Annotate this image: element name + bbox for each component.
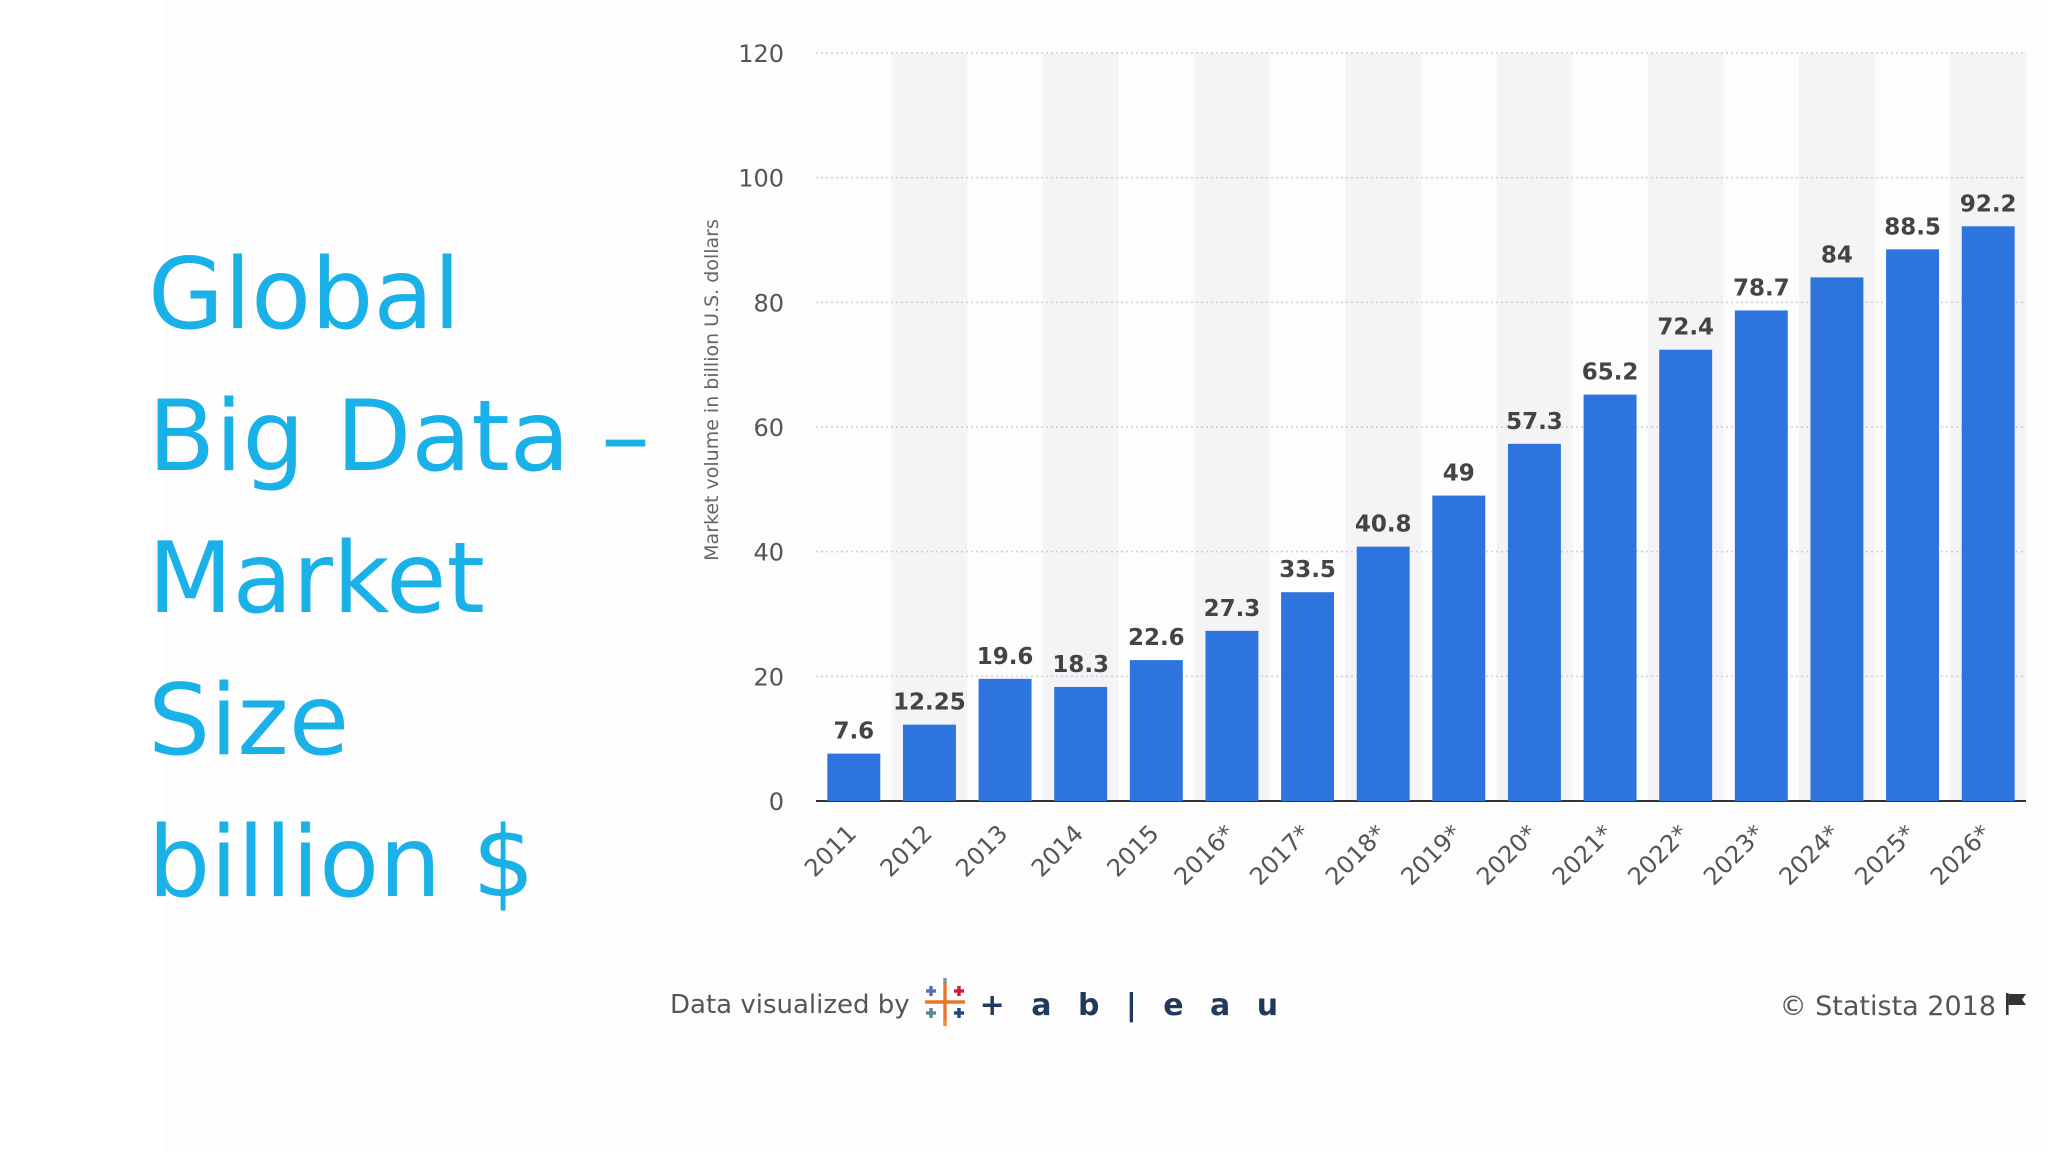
tableau-cross-logo-icon [920,977,970,1034]
title-line-5: billion $ [148,806,535,920]
background-band [1042,53,1119,801]
bar [1054,686,1108,801]
x-tick-label: 2013 [950,819,1013,882]
statista-copyright: © Statista 2018 [1780,986,2030,1026]
title-line-2: Big Data – [148,380,650,494]
x-tick-label: 2012 [875,819,938,882]
y-tick-label: 40 [753,539,784,567]
data-visualized-by-label: Data visualized by [670,990,910,1020]
data-label: 27.3 [1204,596,1261,622]
y-tick-label: 60 [753,414,784,442]
bar [1659,349,1713,801]
x-tick-label: 2018* [1320,819,1391,890]
data-label: 12.25 [893,690,966,716]
x-tick-label: 2025* [1849,819,1920,890]
bar [978,678,1032,801]
x-tick-label: 2017* [1244,819,1315,890]
x-tick-label: 2011 [799,819,862,882]
bar [1583,394,1637,801]
title-line-1: Global [148,238,461,352]
data-label: 88.5 [1884,214,1941,240]
bar [1129,660,1183,801]
bar [1961,226,2015,801]
y-tick-label: 120 [738,40,784,68]
data-label: 40.8 [1355,512,1412,538]
y-axis-label: Market volume in billion U.S. dollars [701,219,723,561]
x-tick-label: 2015 [1102,819,1165,882]
x-tick-label: 2026* [1925,819,1996,890]
x-tick-label: 2023* [1698,819,1769,890]
data-label: 33.5 [1279,557,1336,583]
bar [902,724,956,801]
x-tick-label: 2016* [1169,819,1240,890]
x-tick-label: 2020* [1471,819,1542,890]
x-tick-label: 2021* [1547,819,1618,890]
data-label: 7.6 [833,719,874,745]
x-tick-label: 2024* [1774,819,1845,890]
y-tick-label: 0 [769,788,784,816]
title-line-4: Size [148,664,350,778]
tableau-wordmark: + a b | e a u [979,987,1287,1023]
data-label: 57.3 [1506,409,1563,435]
y-tick-label: 20 [753,663,784,691]
data-label: 22.6 [1128,625,1185,651]
bar [1432,495,1486,801]
data-label: 18.3 [1052,652,1109,678]
data-label: 49 [1443,461,1475,487]
copyright-text: © Statista 2018 [1779,990,1996,1022]
title-line-3: Market [148,522,485,636]
bar [1205,630,1259,801]
data-label: 65.2 [1582,360,1639,386]
slide-title: Global Big Data – Market Size billion $ [148,224,668,934]
bar [1281,592,1335,801]
data-label: 92.2 [1960,191,2017,217]
data-label: 84 [1821,242,1853,268]
bar [1886,249,1940,802]
flag-icon[interactable] [2004,990,2030,1023]
tableau-attribution: Data visualized by + a [670,977,1287,1028]
data-label: 19.6 [977,644,1034,670]
y-tick-label: 100 [738,165,784,193]
x-tick-label: 2022* [1622,819,1693,890]
y-tick-label: 80 [753,289,784,317]
data-label: 78.7 [1733,275,1790,301]
bar [1356,546,1410,801]
data-label: 72.4 [1657,315,1714,341]
bar [1734,310,1788,801]
bar [1507,443,1561,801]
x-tick-label: 2019* [1396,819,1467,890]
bar [827,753,881,801]
bar [1810,277,1864,801]
background-band [891,53,968,801]
x-tick-label: 2014 [1026,819,1089,882]
